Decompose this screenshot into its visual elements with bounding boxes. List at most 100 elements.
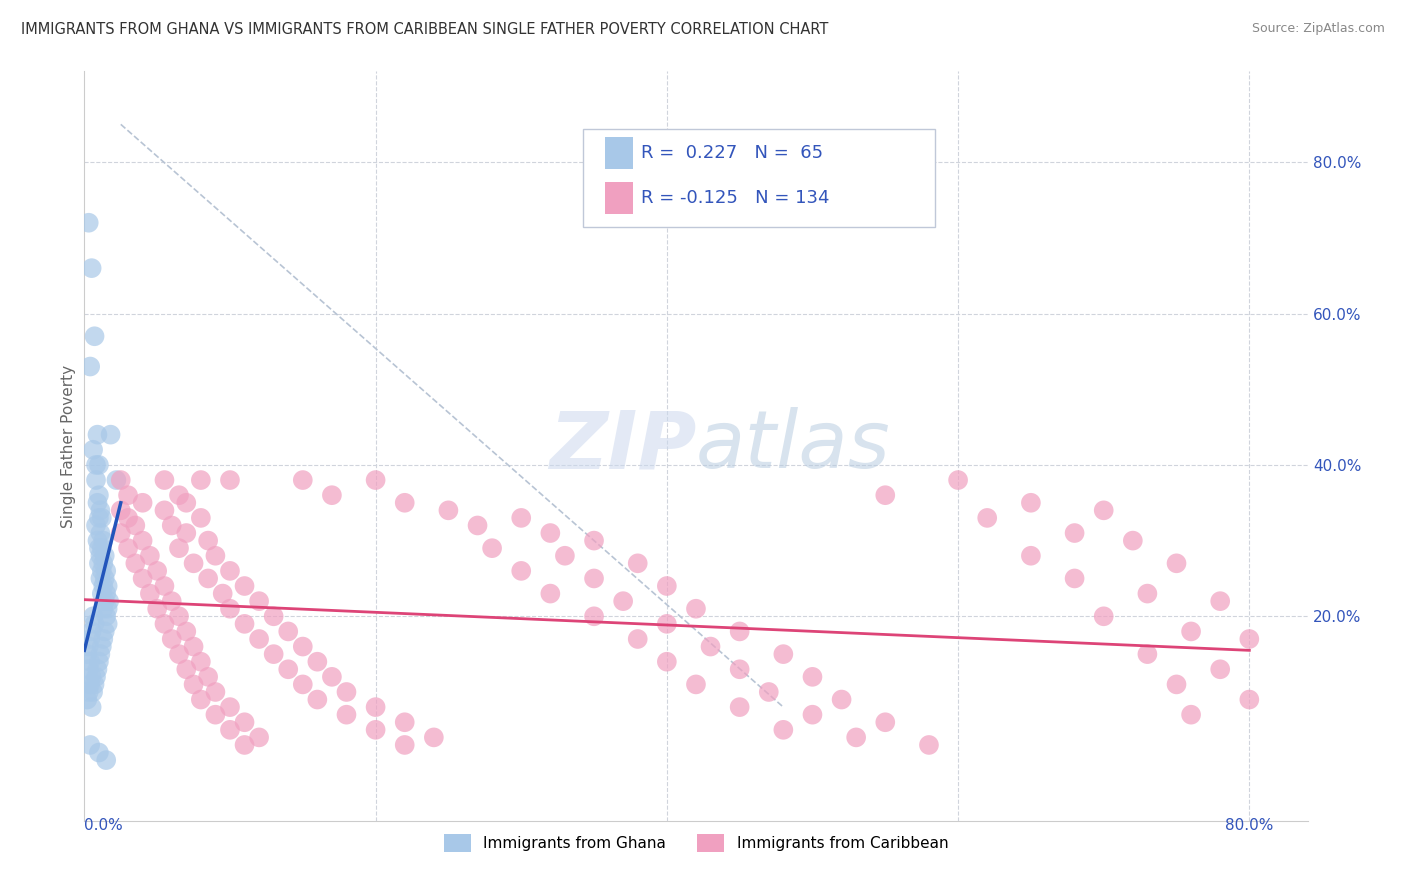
- Point: [233, 738, 256, 752]
- Point: [87, 746, 110, 760]
- Point: [90, 586, 112, 600]
- Point: [197, 670, 219, 684]
- Point: [510, 511, 533, 525]
- Point: [84, 473, 107, 487]
- Point: [183, 640, 205, 654]
- Text: Source: ZipAtlas.com: Source: ZipAtlas.com: [1251, 22, 1385, 36]
- Point: [96, 753, 118, 767]
- Point: [1166, 557, 1188, 571]
- Point: [84, 518, 107, 533]
- Point: [197, 571, 219, 585]
- Point: [190, 511, 212, 525]
- Point: [174, 624, 197, 639]
- Point: [84, 458, 107, 472]
- Point: [146, 564, 169, 578]
- Point: [174, 496, 197, 510]
- Point: [976, 511, 998, 525]
- Point: [91, 601, 114, 615]
- Point: [93, 624, 115, 639]
- Y-axis label: Single Father Poverty: Single Father Poverty: [60, 365, 76, 527]
- Point: [831, 692, 853, 706]
- Point: [77, 216, 100, 230]
- Point: [219, 601, 242, 615]
- Point: [364, 473, 387, 487]
- Point: [117, 541, 139, 556]
- Point: [801, 670, 824, 684]
- Point: [277, 624, 299, 639]
- Point: [124, 557, 146, 571]
- Point: [96, 586, 118, 600]
- Point: [80, 261, 103, 276]
- Point: [190, 692, 212, 706]
- Point: [538, 586, 561, 600]
- Point: [82, 685, 104, 699]
- Point: [655, 579, 678, 593]
- Point: [87, 655, 110, 669]
- Point: [875, 488, 897, 502]
- Text: IMMIGRANTS FROM GHANA VS IMMIGRANTS FROM CARIBBEAN SINGLE FATHER POVERTY CORRELA: IMMIGRANTS FROM GHANA VS IMMIGRANTS FROM…: [21, 22, 828, 37]
- Point: [554, 549, 576, 563]
- Point: [219, 564, 242, 578]
- Point: [1166, 677, 1188, 691]
- Point: [364, 723, 387, 737]
- Point: [1092, 503, 1115, 517]
- Text: 0.0%: 0.0%: [84, 818, 124, 832]
- Point: [233, 715, 256, 730]
- Point: [335, 707, 357, 722]
- Point: [247, 731, 270, 745]
- Text: 80.0%: 80.0%: [1225, 818, 1274, 832]
- Point: [1019, 549, 1042, 563]
- Point: [219, 473, 242, 487]
- Point: [124, 518, 146, 533]
- Point: [335, 685, 357, 699]
- Point: [87, 511, 110, 525]
- Point: [79, 632, 101, 646]
- Point: [146, 601, 169, 615]
- Point: [685, 677, 707, 691]
- Point: [110, 473, 132, 487]
- Point: [83, 616, 105, 631]
- Point: [183, 557, 205, 571]
- Point: [247, 594, 270, 608]
- Point: [89, 526, 111, 541]
- Point: [655, 616, 678, 631]
- Point: [131, 571, 153, 585]
- Point: [728, 662, 751, 676]
- Point: [211, 586, 233, 600]
- Point: [233, 616, 256, 631]
- Point: [87, 557, 110, 571]
- Point: [277, 662, 299, 676]
- Point: [291, 473, 314, 487]
- Point: [86, 427, 108, 442]
- Point: [82, 442, 104, 457]
- Point: [1136, 586, 1159, 600]
- Point: [946, 473, 969, 487]
- Point: [153, 579, 176, 593]
- Point: [467, 518, 489, 533]
- Point: [1136, 647, 1159, 661]
- Point: [1180, 624, 1202, 639]
- Point: [219, 700, 242, 714]
- Point: [86, 496, 108, 510]
- Point: [263, 609, 285, 624]
- Point: [307, 692, 329, 706]
- Point: [89, 571, 111, 585]
- Point: [131, 533, 153, 548]
- Point: [510, 564, 533, 578]
- Point: [801, 707, 824, 722]
- Point: [481, 541, 503, 556]
- Point: [87, 458, 110, 472]
- Point: [83, 677, 105, 691]
- Point: [1239, 692, 1261, 706]
- Point: [190, 473, 212, 487]
- Point: [183, 677, 205, 691]
- Point: [76, 692, 98, 706]
- Point: [321, 670, 343, 684]
- Point: [394, 715, 416, 730]
- Point: [174, 526, 197, 541]
- Point: [91, 632, 114, 646]
- Point: [247, 632, 270, 646]
- Point: [263, 647, 285, 661]
- Point: [190, 655, 212, 669]
- Point: [97, 579, 120, 593]
